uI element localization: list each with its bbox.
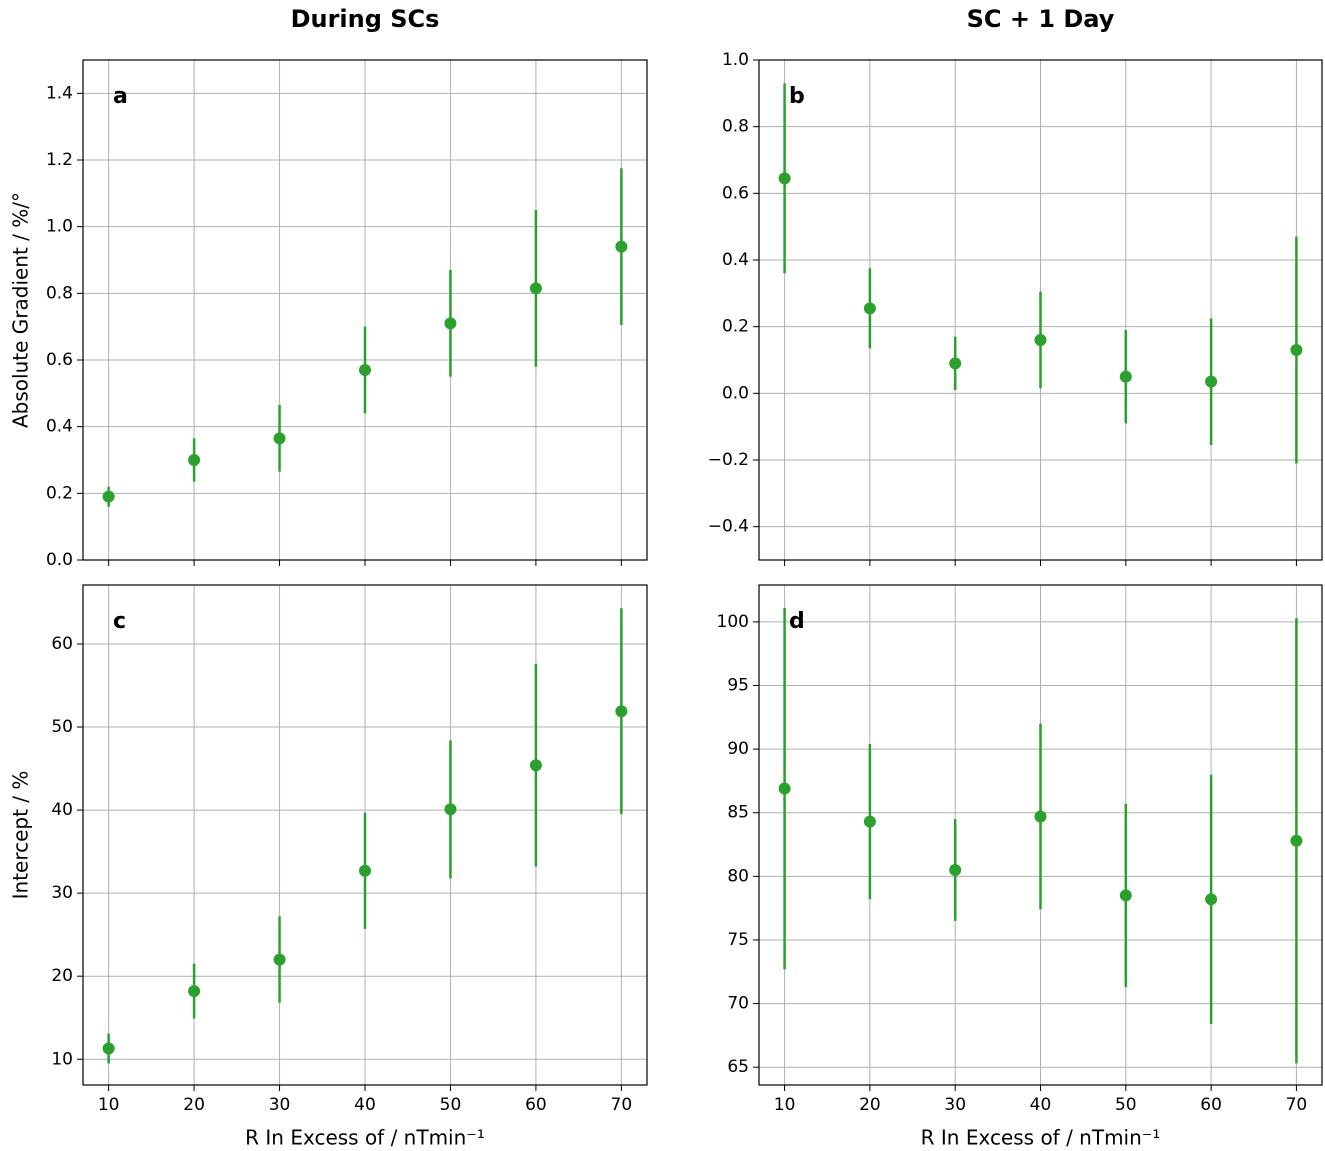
x-tick-label: 10: [98, 1095, 120, 1115]
data-point: [778, 782, 791, 795]
x-tick-label: 10: [774, 1095, 796, 1115]
panel-label: a: [113, 84, 128, 109]
data-point: [615, 705, 628, 718]
y-tick-label: 70: [727, 994, 749, 1014]
data-point: [529, 759, 542, 772]
x-tick-label: 50: [440, 1095, 462, 1115]
y-tick-label: 0.0: [722, 383, 749, 403]
y-axis-label: Intercept / %: [9, 771, 33, 900]
data-point: [1034, 334, 1047, 346]
y-tick-label: 100: [717, 612, 749, 632]
data-point: [359, 364, 371, 376]
data-point: [863, 815, 876, 828]
y-tick-label: 40: [51, 800, 73, 820]
y-tick-label: 60: [51, 634, 73, 654]
y-tick-label: 65: [727, 1057, 749, 1077]
chart-title: During SCs: [291, 5, 440, 33]
data-point: [1034, 810, 1047, 823]
plot-frame: [82, 59, 648, 561]
y-tick-label: 0.0: [46, 550, 73, 570]
data-point: [1205, 375, 1218, 388]
data-point: [1119, 889, 1132, 902]
data-point: [1119, 370, 1132, 383]
x-tick-label: 60: [1200, 1095, 1222, 1115]
y-tick-label: 95: [727, 676, 749, 696]
chart-title: SC + 1 Day: [967, 5, 1115, 33]
panel-label: c: [113, 609, 126, 634]
x-tick-label: 70: [611, 1095, 633, 1115]
data-point: [444, 317, 457, 330]
x-axis-label: R In Excess of / nTmin⁻¹: [921, 1126, 1161, 1150]
plot-frame: [758, 59, 1323, 561]
y-tick-label: 0.6: [46, 350, 73, 370]
x-tick-label: 70: [1286, 1095, 1308, 1115]
data-point: [1205, 893, 1218, 906]
data-point: [188, 985, 201, 998]
x-tick-label: 20: [859, 1095, 881, 1115]
data-point: [529, 282, 542, 295]
y-tick-label: 0.4: [46, 417, 73, 437]
y-axis-label: Absolute Gradient / %/°: [9, 192, 33, 428]
panel-label: b: [789, 84, 805, 109]
x-tick-label: 20: [183, 1095, 205, 1115]
data-point: [949, 863, 962, 876]
data-point: [863, 302, 876, 315]
y-tick-label: 1.2: [46, 150, 73, 170]
plot-frame: [758, 584, 1323, 1086]
y-tick-label: 1.4: [46, 83, 73, 103]
y-tick-label: 1.0: [46, 217, 73, 237]
y-tick-label: 1.0: [722, 50, 749, 70]
panel-label: d: [789, 609, 805, 634]
y-tick-label: 90: [727, 739, 749, 759]
y-tick-label: −0.4: [708, 517, 749, 537]
data-point: [444, 803, 457, 816]
y-tick-label: −0.2: [708, 450, 749, 470]
y-tick-label: 0.2: [722, 317, 749, 337]
y-tick-label: 85: [727, 803, 749, 823]
data-point: [188, 454, 201, 466]
data-point: [1290, 834, 1303, 847]
y-tick-label: 0.8: [722, 117, 749, 137]
plot-frame: [82, 584, 648, 1086]
data-point: [949, 357, 962, 370]
y-tick-label: 10: [51, 1049, 73, 1069]
y-tick-label: 80: [727, 866, 749, 886]
x-tick-label: 50: [1115, 1095, 1137, 1115]
y-tick-label: 0.6: [722, 183, 749, 203]
data-point: [1290, 344, 1303, 356]
data-point: [273, 953, 286, 966]
y-tick-label: 75: [727, 930, 749, 950]
data-point: [778, 172, 791, 185]
x-tick-label: 30: [269, 1095, 291, 1115]
data-point: [359, 864, 371, 877]
y-tick-label: 30: [51, 883, 73, 903]
data-point: [273, 432, 286, 445]
x-tick-label: 30: [944, 1095, 966, 1115]
x-axis-label: R In Excess of / nTmin⁻¹: [245, 1126, 485, 1150]
y-tick-label: 0.8: [46, 283, 73, 303]
x-tick-label: 40: [1030, 1095, 1052, 1115]
data-point: [615, 240, 628, 253]
y-tick-label: 0.4: [722, 250, 749, 270]
y-tick-label: 50: [51, 717, 73, 737]
data-point: [102, 490, 115, 503]
x-tick-label: 40: [354, 1095, 376, 1115]
x-tick-label: 60: [525, 1095, 547, 1115]
data-point: [102, 1042, 115, 1055]
y-tick-label: 0.2: [46, 483, 73, 503]
y-tick-label: 20: [51, 966, 73, 986]
